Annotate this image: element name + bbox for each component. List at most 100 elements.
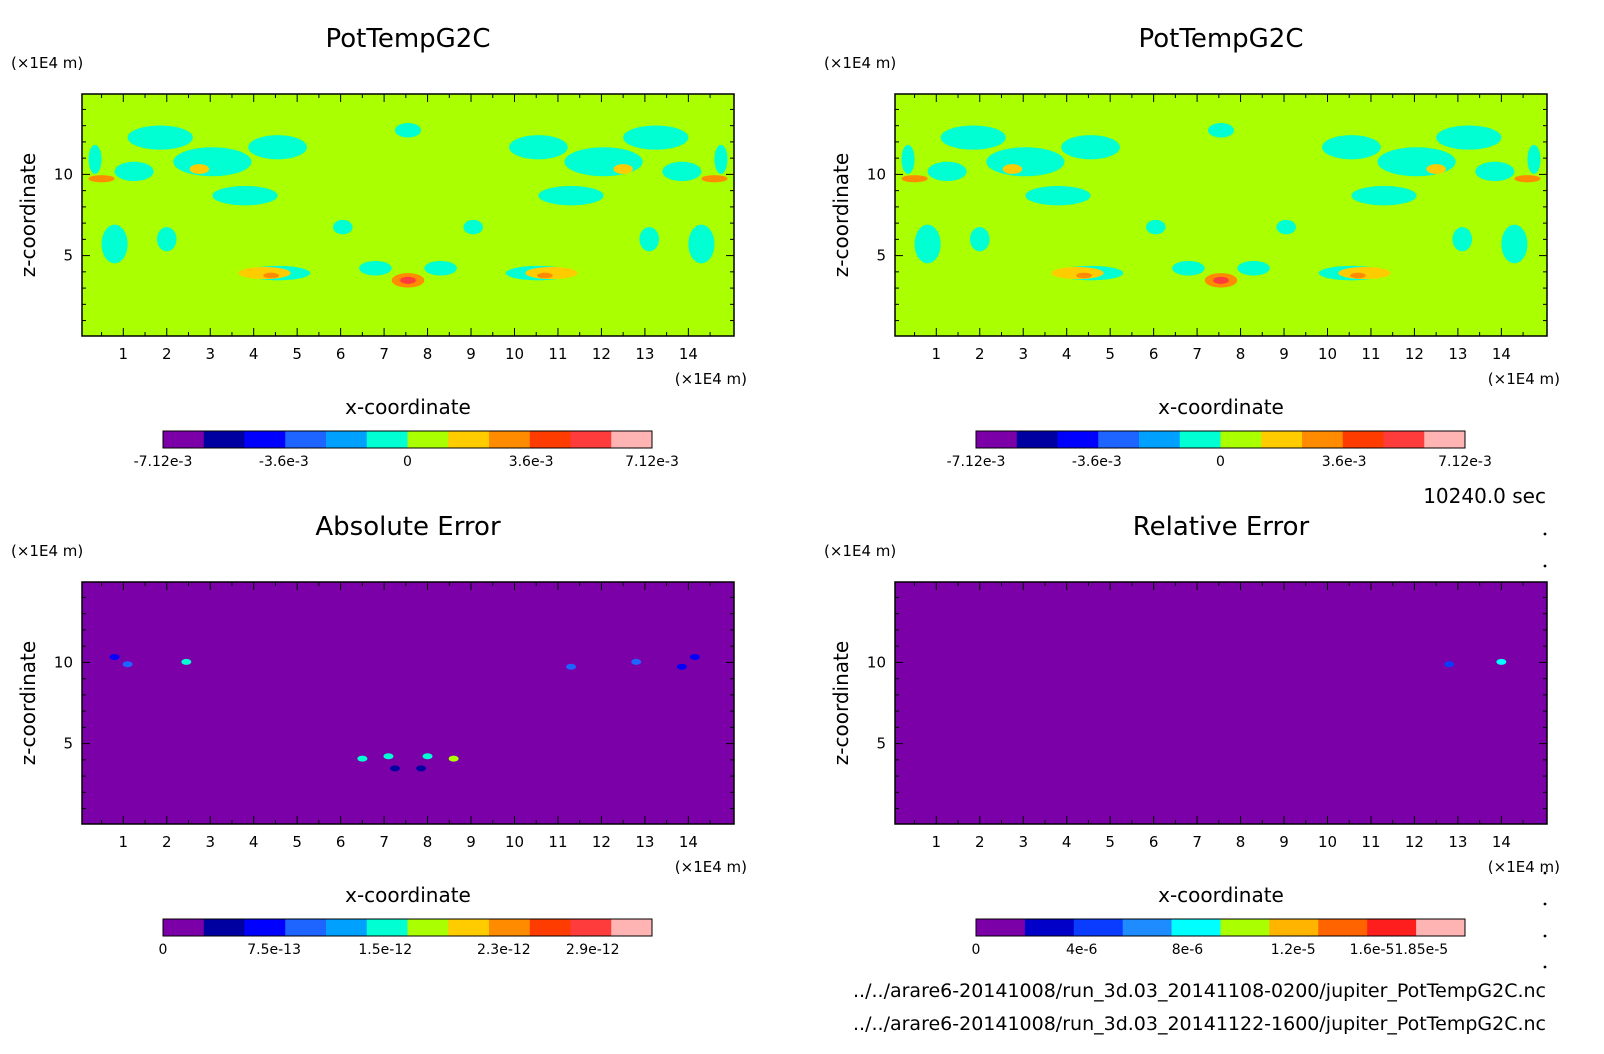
field-patch-warm <box>901 175 928 183</box>
x-tick-label: 11 <box>548 345 567 363</box>
chart-panel-4: Relative Error(×1E4 m)1 2 3 4 5 6 7 8 9 10 11 12 13 1… <box>824 512 1560 958</box>
field-patch <box>639 227 660 252</box>
y-unit-label: (×1E4 m) <box>11 54 83 72</box>
field-patch-warm <box>263 272 279 279</box>
x-tick-label: 9 <box>1279 833 1289 851</box>
colorbar-segment <box>611 431 653 448</box>
colorbar-frame <box>162 430 653 449</box>
x-tick-label: 11 <box>1361 345 1380 363</box>
error-spot <box>1444 661 1455 668</box>
field-patch-warm <box>1338 267 1391 280</box>
x-tick-label: 12 <box>1405 833 1424 851</box>
colorbar-segment <box>326 431 368 448</box>
chart-title: Relative Error <box>1133 512 1310 542</box>
x-tick-label: 12 <box>592 833 611 851</box>
x-tick-label: 14 <box>1492 833 1511 851</box>
x-tick-label: 4 <box>1062 833 1072 851</box>
x-tick-label: 8 <box>1236 833 1246 851</box>
colorbar-segment <box>1269 919 1319 936</box>
colorbar-label: 7.12e-3 <box>625 454 679 470</box>
colorbar-segment <box>285 919 327 936</box>
field-patch <box>940 125 1006 150</box>
plot-frame <box>81 581 735 825</box>
file-path-2: ../../arare6-20141008/run_3d.03_20141122… <box>853 1013 1546 1035</box>
field-patch <box>1061 135 1120 160</box>
x-tick-label: 9 <box>466 833 476 851</box>
field-patch <box>248 135 307 160</box>
x-tick-label: 10 <box>1318 833 1337 851</box>
colorbar-label: 7.12e-3 <box>1438 454 1492 470</box>
colorbar-label: 8e-6 <box>1172 942 1204 958</box>
x-tick-label: 1 <box>932 833 942 851</box>
y-unit-label: (×1E4 m) <box>11 542 83 560</box>
colorbar-segment <box>1098 431 1140 448</box>
x-tick-label: 14 <box>679 345 698 363</box>
error-spot <box>383 753 394 760</box>
colorbar-label: 0 <box>1216 454 1225 470</box>
colorbar-segment <box>1261 431 1303 448</box>
x-tick-label: 4 <box>1062 345 1072 363</box>
colorbar-label: 4e-6 <box>1066 942 1098 958</box>
x-tick-label: 6 <box>336 345 346 363</box>
field-patch <box>662 161 702 182</box>
field-patch <box>509 135 568 160</box>
x-unit-label: (×1E4 m) <box>675 858 747 876</box>
x-tick-label: 2 <box>162 833 172 851</box>
chart-panel-3: Absolute Error(×1E4 m)1 2 3 4 5 6 7 8 9 10 11 12 13 1… <box>11 512 747 958</box>
chart-title: PotTempG2C <box>1139 24 1304 54</box>
colorbar-segment <box>976 919 1026 936</box>
colorbar-segment <box>1179 431 1221 448</box>
chart-title: PotTempG2C <box>326 24 491 54</box>
y-unit-label: (×1E4 m) <box>824 54 896 72</box>
file-path-1: ../../arare6-20141008/run_3d.03_20141108… <box>853 980 1546 1002</box>
field-patch <box>1351 185 1417 206</box>
y-tick-label: 10 <box>867 653 886 671</box>
field-patch <box>114 161 154 182</box>
x-tick-label: 3 <box>1018 833 1028 851</box>
error-spot <box>122 661 133 668</box>
field-patch <box>538 185 604 206</box>
x-tick-label: 11 <box>548 833 567 851</box>
field-patch-warm <box>613 164 633 174</box>
trace-dots <box>1543 532 1547 969</box>
y-tick-label: 10 <box>54 165 73 183</box>
x-tick-label: 8 <box>423 833 433 851</box>
colorbar-segment <box>203 431 245 448</box>
colorbar-segment <box>570 431 612 448</box>
field-patch <box>1025 185 1091 206</box>
field-patch-warm <box>1051 267 1104 280</box>
field-patch <box>969 227 990 252</box>
colorbar-segment <box>1302 431 1344 448</box>
colorbar-segment <box>976 431 1018 448</box>
field-patch <box>1276 219 1296 235</box>
y-tick-label: 5 <box>876 247 886 265</box>
x-tick-label: 10 <box>505 833 524 851</box>
x-tick-label: 6 <box>1149 345 1159 363</box>
colorbar-segment <box>1024 919 1075 936</box>
x-unit-label: (×1E4 m) <box>675 370 747 388</box>
y-tick-label: 5 <box>63 735 73 753</box>
error-spot <box>422 753 433 760</box>
x-tick-label: 12 <box>592 345 611 363</box>
colorbar-segment <box>1424 431 1466 448</box>
x-tick-label: 13 <box>635 345 654 363</box>
y-tick-label: 5 <box>63 247 73 265</box>
colorbar-segment <box>489 431 531 448</box>
colorbar-segment <box>244 919 286 936</box>
colorbar-label: 1.5e-12 <box>358 942 412 958</box>
field-patch-warm <box>189 164 210 174</box>
x-tick-label: 3 <box>1018 345 1028 363</box>
x-tick-label: 7 <box>379 833 389 851</box>
colorbar-segment <box>366 919 408 936</box>
colorbar-segment <box>203 919 245 936</box>
x-tick-label: 5 <box>292 833 302 851</box>
x-tick-label: 13 <box>1448 833 1467 851</box>
colorbar-label: -3.6e-3 <box>1072 454 1122 470</box>
chart-panel-1: PotTempG2C(×1E4 m)1 2 3 4 5 6 7 8 9 10 11 12 13 14510… <box>11 24 747 470</box>
chart-panel-2: PotTempG2C(×1E4 m)1 2 3 4 5 6 7 8 9 10 11 12 13 14510… <box>824 24 1560 470</box>
x-tick-label: 6 <box>1149 833 1159 851</box>
colorbar-segment <box>285 431 327 448</box>
error-spot <box>448 755 459 762</box>
x-tick-label: 3 <box>205 833 215 851</box>
colorbar-segment <box>1342 431 1384 448</box>
